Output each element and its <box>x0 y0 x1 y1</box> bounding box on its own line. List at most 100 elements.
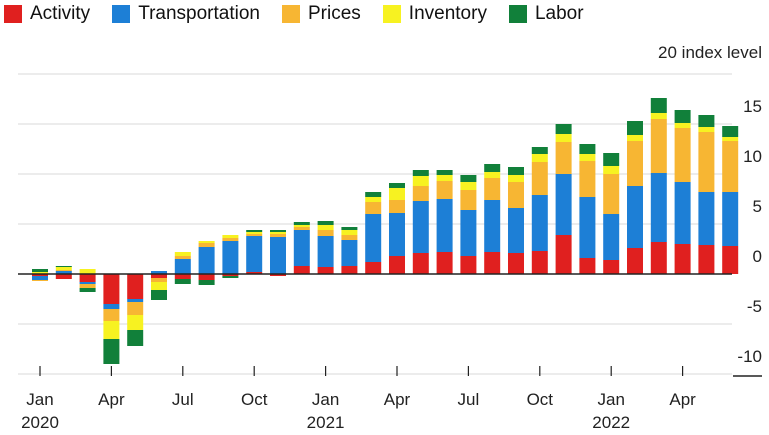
bar-segment-prices <box>627 141 643 186</box>
legend-label: Prices <box>308 3 361 24</box>
y-tick-label: 15 <box>743 97 762 116</box>
bar-segment-prices <box>555 142 572 174</box>
bar-segment-labor <box>389 183 405 188</box>
bar-segment-labor <box>531 147 548 154</box>
x-tick-label: Jul <box>458 390 480 409</box>
bar-segment-activity <box>103 274 120 304</box>
bar-segment-transportation <box>365 214 382 262</box>
bar-segment-prices <box>412 186 429 201</box>
bar-segment-inventory <box>389 188 405 200</box>
bar-segment-labor <box>365 192 382 197</box>
bar-segment-labor <box>55 266 72 267</box>
bar-segment-inventory <box>174 252 191 256</box>
bar-segment-prices <box>436 181 453 199</box>
bar-segment-labor <box>412 170 429 176</box>
bar-segment-activity <box>460 256 477 274</box>
legend-item-prices: Prices <box>282 3 361 25</box>
bar-segment-inventory <box>127 315 144 330</box>
bar-segment-prices <box>151 278 167 282</box>
bar-segment-prices <box>55 270 72 271</box>
x-tick-label: Apr <box>669 390 696 409</box>
bar-segment-inventory <box>32 272 48 274</box>
bar-segment-prices <box>389 200 405 213</box>
bar-segment-transportation <box>103 304 120 309</box>
bar-segment-labor <box>674 110 691 123</box>
bar-segment-prices <box>293 227 310 230</box>
bar-segment-activity <box>484 252 501 274</box>
bar-segment-activity <box>270 274 286 276</box>
bar-segment-transportation <box>698 192 715 245</box>
bar-segment-transportation <box>174 259 191 274</box>
bar-segment-labor <box>293 222 310 225</box>
bar-segment-inventory <box>317 225 334 230</box>
bar-segment-prices <box>698 132 715 192</box>
legend-swatch <box>382 5 401 23</box>
bar-segment-activity <box>579 258 596 274</box>
bar-segment-inventory <box>246 232 263 234</box>
x-tick-label: Jan <box>26 390 53 409</box>
bar-segment-inventory <box>555 134 572 142</box>
bar-segment-labor <box>650 98 667 113</box>
bar-segment-labor <box>508 167 524 175</box>
bar-segment-labor <box>222 276 239 278</box>
bar-segment-activity <box>127 274 144 299</box>
bar-segment-inventory <box>365 197 382 202</box>
bar-segment-activity <box>389 256 405 274</box>
bar-segment-inventory <box>460 182 477 190</box>
bar-segment-inventory <box>151 282 167 290</box>
bar-segment-labor <box>484 164 501 172</box>
bar-segment-activity <box>222 274 239 276</box>
bar-segment-labor <box>151 290 167 300</box>
bar-segment-inventory <box>55 267 72 270</box>
bar-segment-inventory <box>79 269 96 274</box>
bar-segment-activity <box>55 274 72 279</box>
bar-segment-activity <box>246 272 263 274</box>
bar-segment-transportation <box>674 182 691 244</box>
x-tick-label: Jan <box>597 390 624 409</box>
bar-segment-transportation <box>55 271 72 274</box>
bar-segment-inventory <box>722 137 739 141</box>
bar-segment-inventory <box>484 172 501 178</box>
y-tick-label: 5 <box>753 197 762 216</box>
legend-item-activity: Activity <box>4 3 90 25</box>
unit-label: 20 index level <box>658 43 762 62</box>
bar-segment-prices <box>460 190 477 210</box>
bar-segment-inventory <box>222 235 239 238</box>
bar-segment-prices <box>531 162 548 195</box>
bar-segment-transportation <box>555 174 572 235</box>
bar-segment-transportation <box>531 195 548 251</box>
bar-segment-labor <box>32 269 48 272</box>
bar-segment-prices <box>484 178 501 200</box>
bar-segment-activity <box>198 274 215 280</box>
legend-label: Activity <box>30 3 91 24</box>
bar-segment-labor <box>79 288 96 292</box>
bar-segment-inventory <box>293 225 310 227</box>
bar-segment-activity <box>603 260 620 274</box>
legend-item-transportation: Transportation <box>112 3 260 25</box>
bar-segment-inventory <box>436 175 453 181</box>
bar-segment-activity <box>555 235 572 274</box>
bar-segment-prices <box>32 280 48 281</box>
bar-segment-prices <box>317 230 334 236</box>
bar-segment-prices <box>103 309 120 321</box>
bar-segment-labor <box>174 279 191 284</box>
bar-segment-activity <box>627 248 643 274</box>
bar-segment-inventory <box>650 113 667 119</box>
legend-label: Inventory <box>408 3 487 24</box>
bar-segment-prices <box>341 235 358 240</box>
bar-segment-labor <box>103 339 120 364</box>
y-tick-label: -5 <box>747 297 762 316</box>
bar-segment-transportation <box>579 197 596 258</box>
bar-segment-prices <box>722 141 739 192</box>
bar-segment-labor <box>198 280 215 285</box>
bar-segment-labor <box>436 170 453 175</box>
bar-segment-prices <box>674 128 691 182</box>
bar-segment-transportation <box>412 201 429 253</box>
bar-segment-activity <box>722 246 739 274</box>
x-year-label: 2021 <box>307 413 345 432</box>
bar-segment-labor <box>579 144 596 154</box>
bar-segment-prices <box>650 119 667 173</box>
x-tick-label: Apr <box>384 390 411 409</box>
bar-segment-prices <box>508 182 524 208</box>
bar-segment-activity <box>317 267 334 274</box>
